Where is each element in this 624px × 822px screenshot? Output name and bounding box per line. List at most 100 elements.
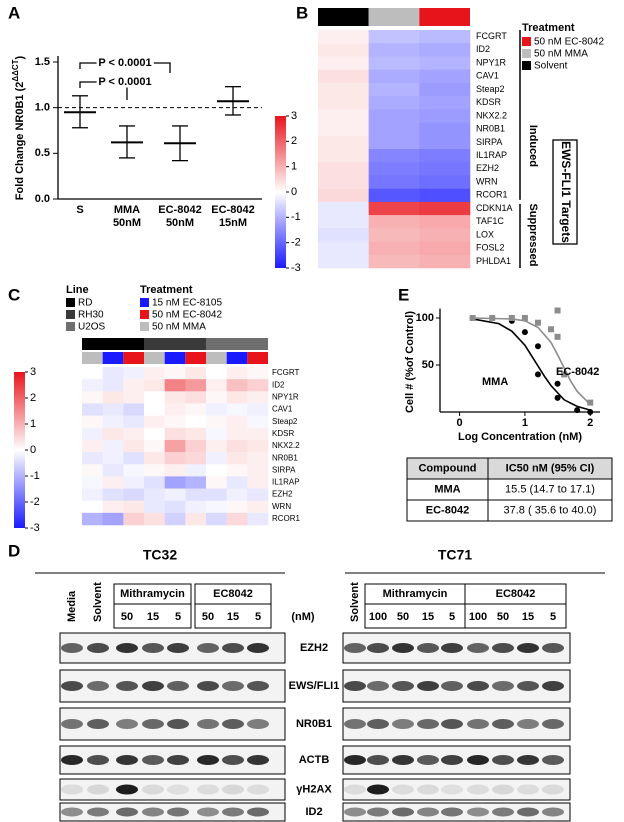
heatmap-cell <box>123 379 145 392</box>
heatmap-cell <box>206 379 227 392</box>
heatmap-cell <box>226 439 248 453</box>
blot-band <box>367 807 389 817</box>
blot-band <box>197 807 219 817</box>
blot-band <box>367 784 389 795</box>
heatmap-cell <box>368 175 420 189</box>
heatmap-cell <box>368 109 420 123</box>
heatmap-cell <box>164 391 186 404</box>
heatmap-cell <box>368 215 420 229</box>
protein-label: NR0B1 <box>296 718 332 730</box>
data-point <box>521 315 528 321</box>
heatmap-cell <box>185 367 207 380</box>
heatmap-cell <box>123 391 145 404</box>
blot-band <box>467 681 489 691</box>
y-tick-label: 0.5 <box>35 147 50 159</box>
blot-band <box>492 643 514 653</box>
heatmap-cell <box>164 427 186 441</box>
dose-label: 15 <box>227 611 239 623</box>
heatmap-cell <box>368 241 420 256</box>
blot-band <box>392 643 414 653</box>
blot-band <box>197 755 219 765</box>
heatmap-cell <box>368 149 420 163</box>
heatmap-cell <box>247 500 269 514</box>
data-point <box>548 326 555 333</box>
blot-band <box>392 681 414 691</box>
table-cell: EC-8042 <box>426 504 469 516</box>
heatmap-cell <box>226 367 248 380</box>
heatmap-cell <box>123 439 145 453</box>
heatmap-cell <box>82 476 103 489</box>
heatmap-cell <box>144 367 165 380</box>
heatmap-cell <box>419 69 471 84</box>
heatmap-cell <box>247 512 269 526</box>
blot-title: TC71 <box>438 547 472 563</box>
data-point <box>587 409 594 415</box>
heatmap-cell <box>318 175 369 189</box>
blot-band <box>87 643 109 653</box>
heatmap-cell <box>226 500 248 514</box>
heatmap-cell <box>419 215 471 229</box>
heatmap-cell <box>144 415 165 429</box>
heatmap-cell <box>164 488 186 501</box>
annotation: P < 0.0001 <box>98 76 151 88</box>
heatmap-cell <box>185 476 207 489</box>
table-cell: 37.8 ( 35.6 to 40.0) <box>504 504 597 516</box>
blot-band <box>247 681 269 691</box>
heatmap-cell <box>102 403 124 416</box>
blot-band <box>392 755 414 765</box>
blot-band <box>61 681 83 691</box>
heatmap-cell <box>206 391 227 404</box>
blot-band <box>247 807 269 817</box>
heatmap-cell <box>247 415 269 429</box>
blot-frame <box>59 778 286 801</box>
row-label: LOX <box>476 229 494 239</box>
heatmap-cell <box>318 228 369 242</box>
group-box <box>194 583 272 629</box>
x-tick-label: EC-8042 <box>211 204 254 216</box>
heatmap-cell <box>419 149 471 163</box>
heatmap-cell <box>102 391 124 404</box>
treatment-bar <box>247 352 268 364</box>
panel-label: D <box>8 541 20 560</box>
row-label: RCOR1 <box>476 190 508 200</box>
blot-band <box>344 784 366 795</box>
table-cell: MMA <box>434 483 460 495</box>
heatmap-cell <box>82 464 103 477</box>
y-label-sup: ΔΔCT <box>11 59 20 81</box>
group-label: Mithramycin <box>383 588 448 600</box>
heatmap-cell <box>419 201 471 216</box>
row-label: EZH2 <box>272 490 293 499</box>
row-label: NKX2.2 <box>476 110 507 120</box>
blot-band <box>247 643 269 653</box>
blot-band <box>167 681 189 691</box>
heatmap-cell <box>185 512 207 526</box>
colorbar-label: -1 <box>291 211 301 223</box>
row-label: NPY1R <box>476 57 507 67</box>
blot-band <box>517 755 539 765</box>
heatmap-cell <box>185 379 207 392</box>
heatmap-cell <box>164 379 186 392</box>
data-point <box>561 371 568 378</box>
heatmap-cell <box>185 391 207 404</box>
blot-band <box>61 807 83 817</box>
heatmap-cell <box>247 476 269 489</box>
blot-band <box>142 784 164 795</box>
blot-band <box>222 719 244 729</box>
blot-band <box>467 755 489 765</box>
table-header: Compound <box>418 462 476 474</box>
blot-band <box>542 719 564 729</box>
data-point <box>554 307 561 314</box>
heatmap-cell <box>144 452 165 465</box>
heatmap-cell <box>318 82 369 97</box>
legend-swatch <box>522 37 531 46</box>
heatmap-cell <box>164 512 186 526</box>
blot-band <box>167 755 189 765</box>
blot-band <box>222 807 244 817</box>
heatmap-cell <box>226 391 248 404</box>
y-tick-label: 50 <box>422 359 434 371</box>
heatmap-cell <box>419 162 471 176</box>
blot-band <box>417 719 439 729</box>
blot-band <box>367 643 389 653</box>
heatmap-cell <box>368 201 420 216</box>
